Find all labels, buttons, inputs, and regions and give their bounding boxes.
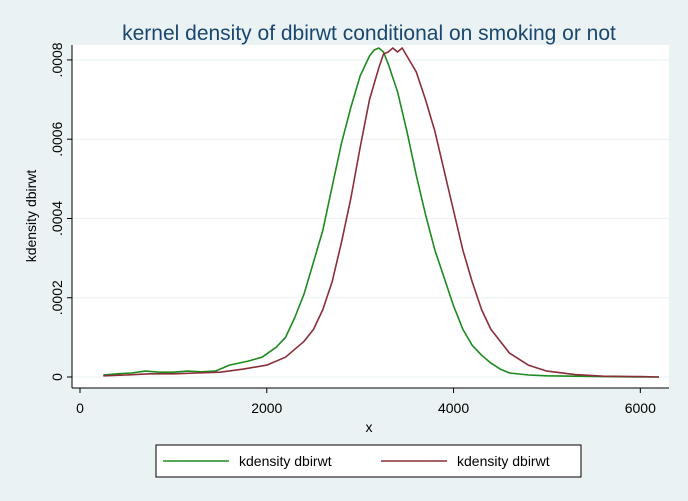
series-line-2 (103, 47, 660, 378)
chart-title: kernel density of dbirwt conditional on … (122, 22, 616, 45)
tick-labels: 0 .0002 .0004 .0006 .0008 0 2000 4000 6000 (49, 42, 656, 416)
x-tick-label: 0 (76, 400, 84, 416)
series-line-1 (103, 47, 659, 378)
plot-area (72, 45, 669, 388)
legend-label-series-1: kdensity dbirwt (239, 453, 332, 469)
gridlines (72, 59, 669, 378)
x-tick-label: 4000 (438, 400, 469, 416)
y-tick-label: 0 (49, 373, 65, 381)
y-tick-label: .0004 (49, 201, 65, 236)
y-tick-label: .0002 (49, 280, 65, 315)
x-tick-label: 2000 (251, 400, 282, 416)
series-layer (103, 47, 660, 378)
y-axis-label: kdensity dbirwt (23, 170, 39, 263)
x-tick-label: 6000 (625, 400, 656, 416)
x-axis-label: x (366, 419, 373, 435)
y-tick-label: .0006 (49, 121, 65, 156)
axes (67, 45, 669, 393)
legend-label-series-2: kdensity dbirwt (457, 453, 550, 469)
legend: kdensity dbirwt kdensity dbirwt (155, 444, 582, 478)
y-tick-label: .0008 (49, 42, 65, 77)
